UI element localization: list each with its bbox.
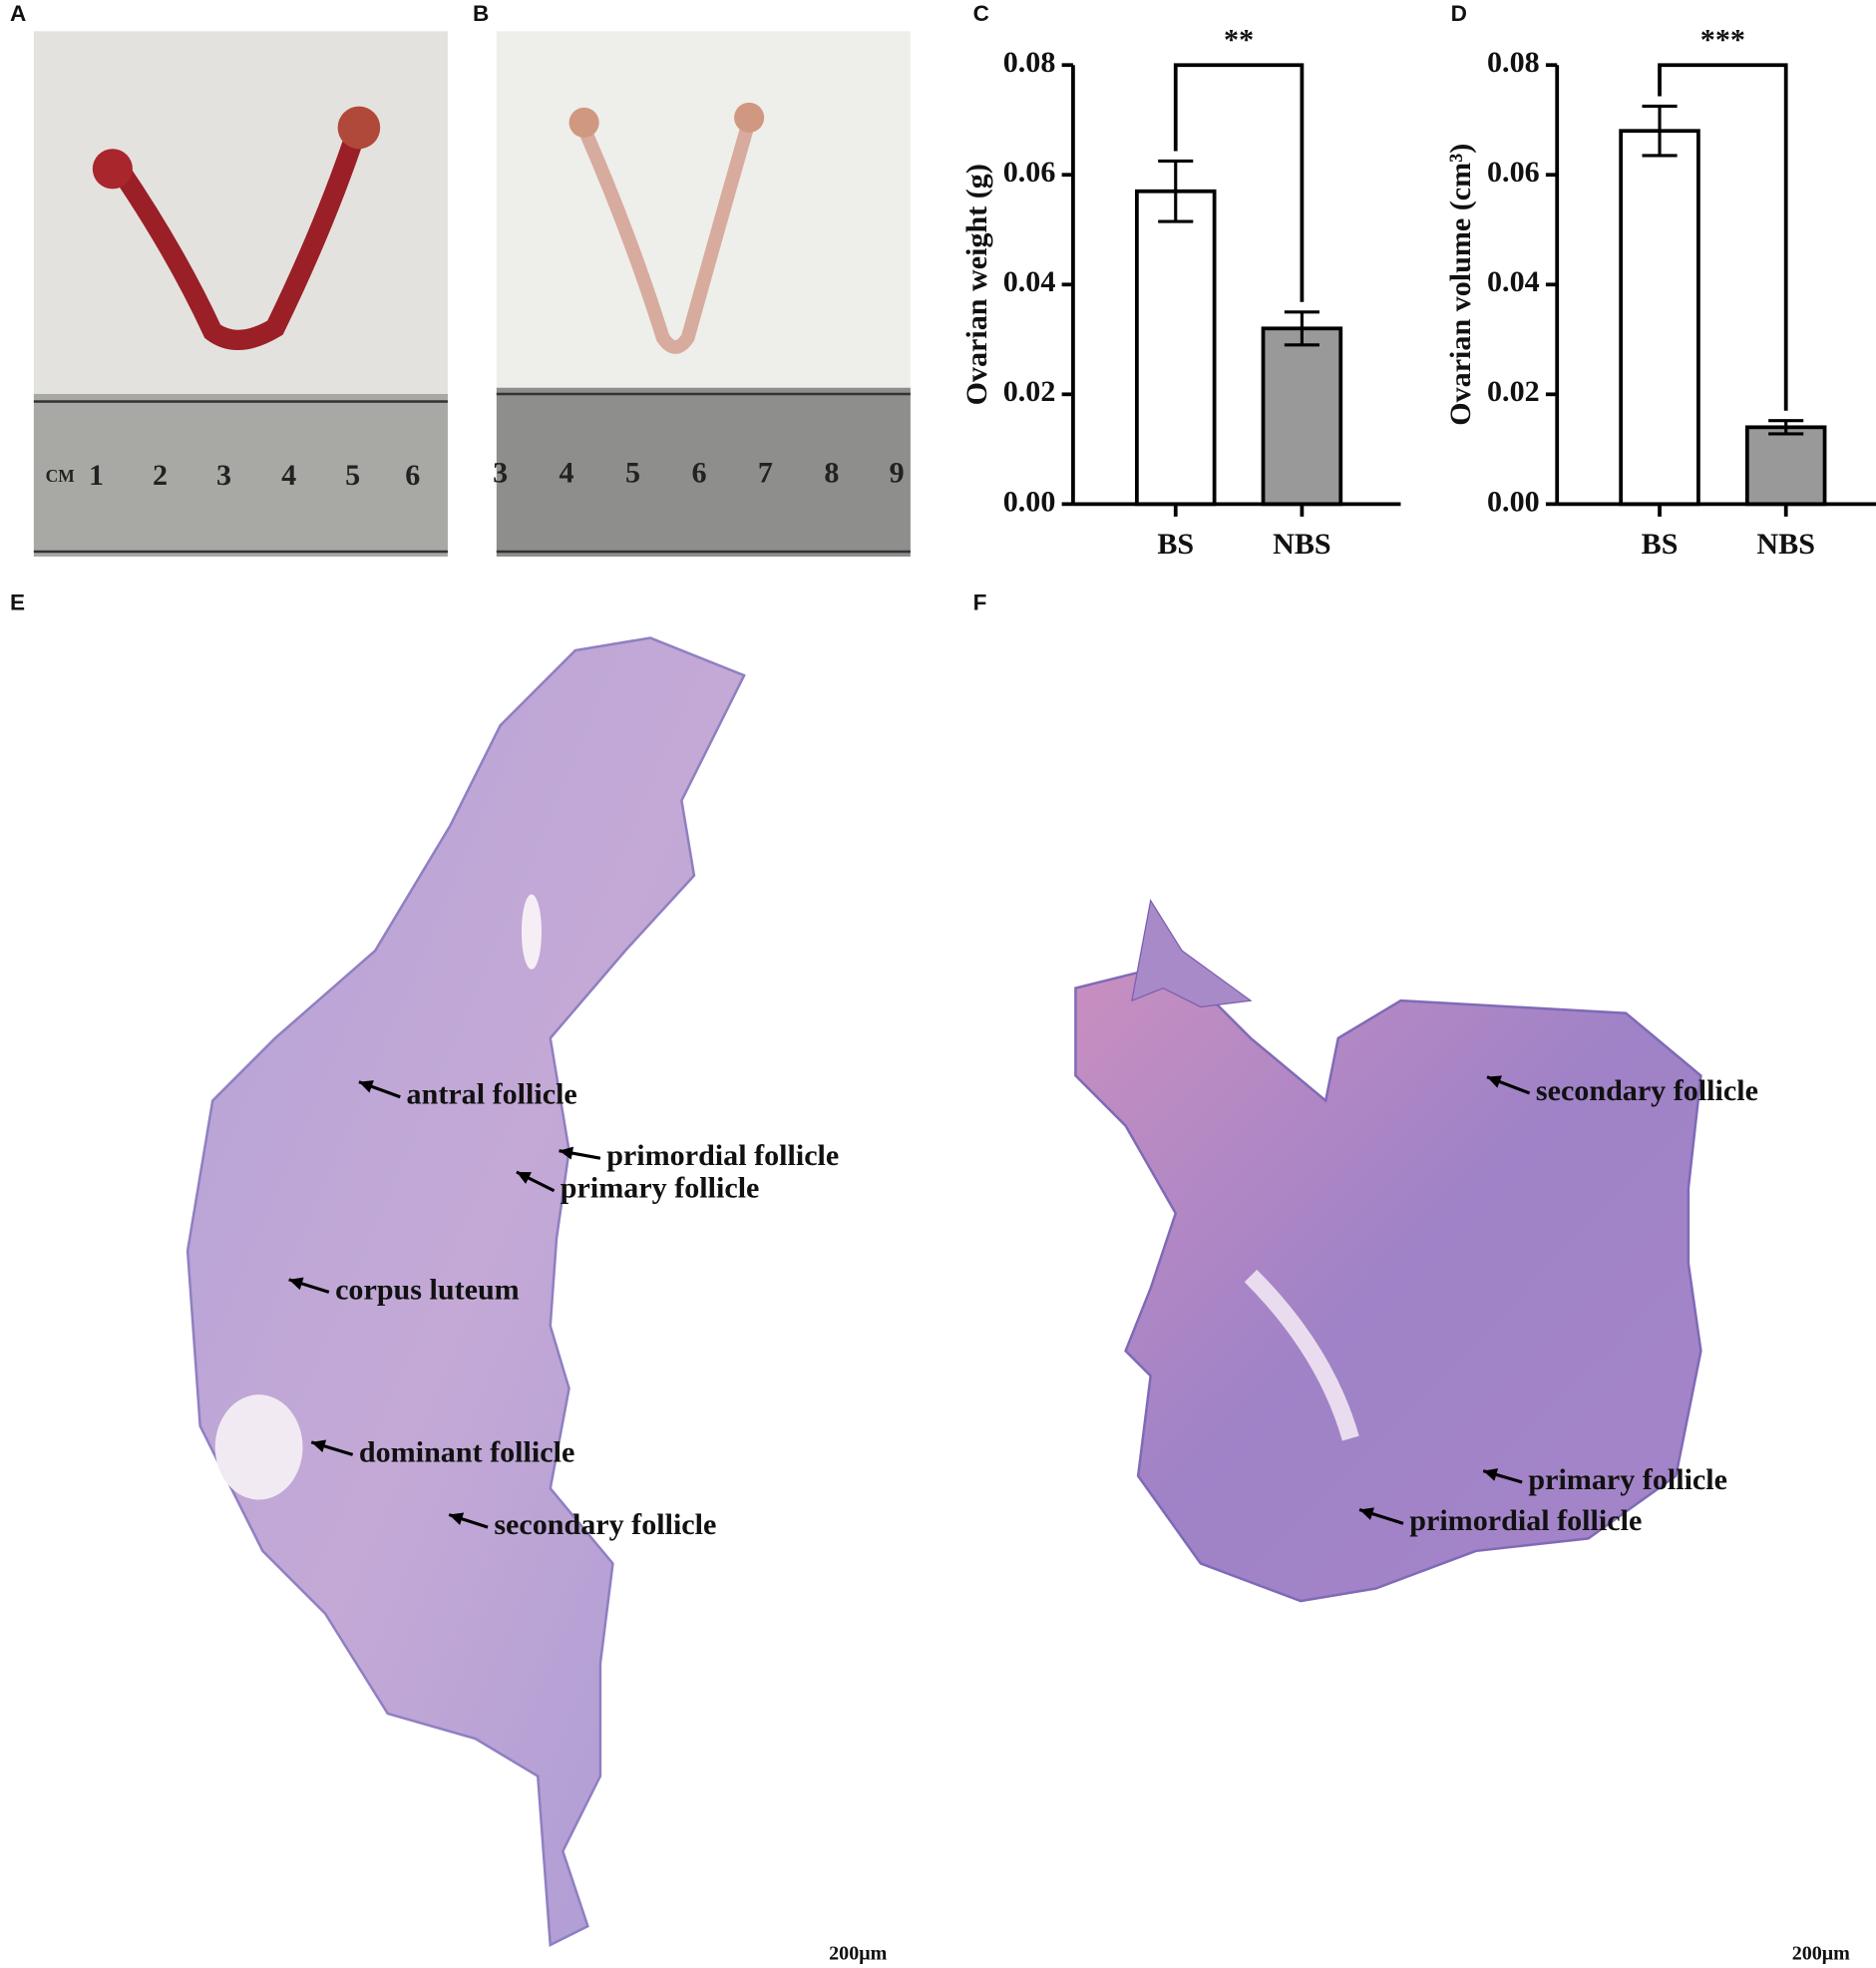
panel-label: D <box>1451 1 1467 26</box>
arrow-head <box>311 1439 327 1453</box>
ruler-label: 3 <box>493 455 508 489</box>
photo-b <box>496 31 911 558</box>
x-tick-label: BS <box>1642 527 1679 561</box>
y-tick-label: 0.02 <box>1487 374 1540 408</box>
arrow-head <box>1486 1075 1502 1088</box>
y-tick-label: 0.00 <box>1003 484 1056 518</box>
ruler-label: 6 <box>691 455 706 489</box>
y-tick-label: 0.08 <box>1487 45 1540 79</box>
tissue-e <box>186 636 746 1947</box>
annotation: antral follicle <box>407 1077 577 1111</box>
arrow-head <box>559 1146 574 1160</box>
x-tick-label: NBS <box>1756 527 1815 561</box>
arrow-head <box>1483 1468 1499 1481</box>
panel-label: E <box>10 590 25 615</box>
error-bar <box>1284 310 1319 347</box>
ruler-label: 1 <box>89 458 104 492</box>
tissue-f <box>1074 899 1702 1603</box>
arrow-head <box>1359 1507 1374 1520</box>
y-axis-label: Ovarian volume (cm³) <box>1443 144 1477 426</box>
annotation: corpus luteum <box>335 1272 520 1306</box>
arrow-head <box>449 1512 465 1525</box>
annotation: secondary follicle <box>1536 1073 1758 1107</box>
significance-label: *** <box>1700 23 1745 57</box>
x-tick-label: BS <box>1157 527 1194 561</box>
ruler-label: 5 <box>625 455 640 489</box>
y-tick-label: 0.08 <box>1003 45 1056 79</box>
scale-bar-label: 200μm <box>829 1943 887 1965</box>
arrow-head <box>358 1080 374 1093</box>
panel-label: F <box>973 590 987 615</box>
arrow-head <box>516 1171 532 1184</box>
y-tick-label: 0.06 <box>1487 155 1540 189</box>
error-bar <box>1768 419 1804 436</box>
ruler-label: 4 <box>281 458 296 492</box>
bar <box>1135 189 1217 507</box>
y-tick-label: 0.04 <box>1003 264 1056 298</box>
ruler-label: 4 <box>560 455 574 489</box>
ruler-label: 7 <box>758 455 773 489</box>
follicle <box>214 1394 303 1500</box>
panel-label: C <box>973 1 989 26</box>
x-tick-label: NBS <box>1273 527 1331 561</box>
error-bar <box>1642 104 1678 158</box>
scale-bar-label: 200μm <box>1792 1943 1850 1965</box>
y-tick-label: 0.04 <box>1487 264 1540 298</box>
ruler-label: 2 <box>153 458 168 492</box>
y-tick-label: 0.00 <box>1487 484 1540 518</box>
annotation: primordial follicle <box>1409 1503 1642 1537</box>
arrow-head <box>288 1277 304 1291</box>
ruler-label: 6 <box>405 458 420 492</box>
ruler-label: 3 <box>216 458 231 492</box>
ruler-label: 8 <box>824 455 839 489</box>
y-tick-label: 0.02 <box>1003 374 1056 408</box>
bar <box>1744 425 1827 507</box>
panel-label: B <box>473 1 489 26</box>
annotation: primary follicle <box>561 1171 760 1205</box>
ruler-label: 9 <box>890 455 905 489</box>
significance-label: ** <box>1224 23 1254 57</box>
annotation: primary follicle <box>1528 1462 1727 1496</box>
bar <box>1619 129 1700 507</box>
error-bar <box>1158 159 1194 223</box>
bar <box>1261 326 1343 507</box>
y-axis-label: Ovarian weight (g) <box>959 164 993 405</box>
annotation: secondary follicle <box>494 1507 716 1541</box>
significance-bracket <box>1173 63 1305 302</box>
vessel <box>521 894 542 970</box>
ruler-label: 5 <box>345 458 360 492</box>
significance-bracket <box>1658 63 1788 411</box>
y-tick-label: 0.06 <box>1003 155 1056 189</box>
photo-a <box>33 31 448 558</box>
panel-label: A <box>10 1 26 26</box>
annotation: primordial follicle <box>606 1138 839 1172</box>
ruler-label: CM <box>46 466 76 486</box>
annotation: dominant follicle <box>359 1434 574 1468</box>
